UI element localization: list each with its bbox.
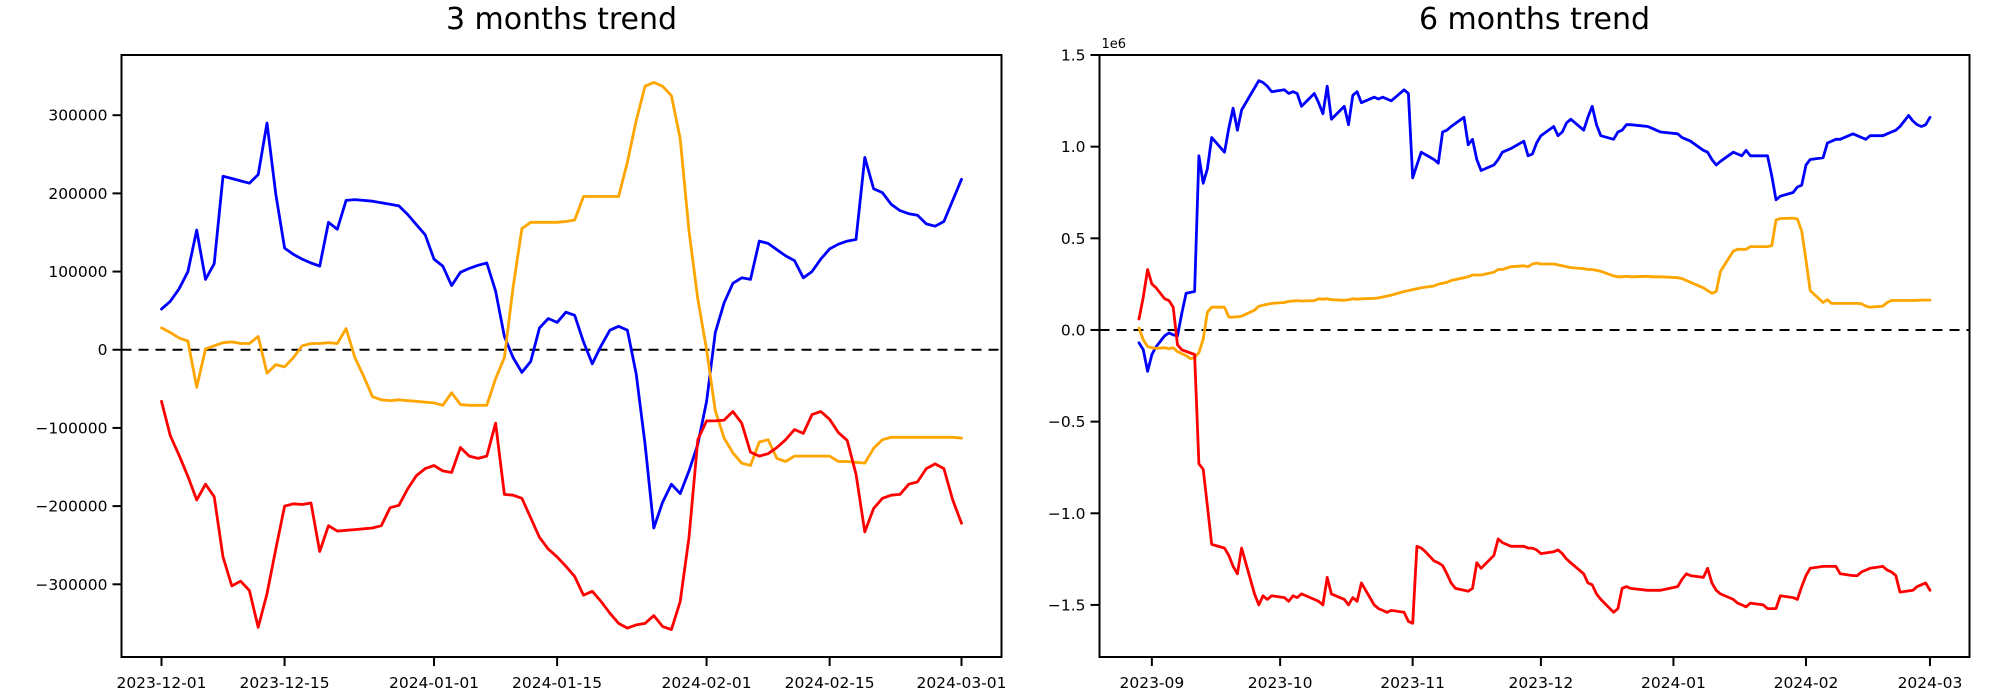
three-months-x-tick-label: 2024-02-01 xyxy=(662,674,752,692)
three-months-x-tick-label: 2024-03-01 xyxy=(916,674,1006,692)
six-months-y-tick-label: −1.5 xyxy=(1048,596,1086,614)
six-months-axis-offset-label: 1e6 xyxy=(1102,37,1127,52)
three-months-y-tick-label: 300000 xyxy=(48,107,107,125)
three-months-axes: 2023-12-01 2023-12-15 2024-01-01 2024-01-15… xyxy=(35,54,1007,692)
six-months-y-tick-label: −1.0 xyxy=(1048,505,1086,523)
six-months-x-tick-label: 2023-10 xyxy=(1248,674,1313,692)
three-months-x-tick-label: 2023-12-01 xyxy=(116,674,206,692)
three-months-orange-line xyxy=(160,81,963,467)
six-months-plot-border xyxy=(1098,54,1971,658)
three-months-blue-line xyxy=(160,121,963,530)
six-months-x-tick-label: 2024-02 xyxy=(1774,674,1839,692)
three-months-x-tick-label: 2023-12-15 xyxy=(240,674,330,692)
six-months-x-tick-label: 2023-11 xyxy=(1380,674,1445,692)
six-months-y-tick-label: 1.5 xyxy=(1061,47,1086,65)
six-months-y-tick-label: 0.5 xyxy=(1061,230,1086,248)
six-months-x-tick-label: 2023-09 xyxy=(1119,674,1184,692)
six-months-orange-line xyxy=(1137,216,1932,361)
six-months-red-line xyxy=(1137,268,1932,625)
three-months-x-tick-label: 2024-01-15 xyxy=(512,674,602,692)
six-months-blue-line xyxy=(1137,79,1932,373)
three-months-y-tick-label: −100000 xyxy=(35,419,107,437)
three-months-y-tick-label: 0 xyxy=(98,341,108,359)
three-months-y-tick-label: 100000 xyxy=(48,263,107,281)
six-months-x-tick-label: 2024-03 xyxy=(1898,674,1963,692)
six-months-axes: 2023-09 2023-10 2023-11 2023-12 2024-01 2024-… xyxy=(1048,37,1971,692)
left-chart-title: 3 months trend xyxy=(445,2,678,37)
three-months-y-tick-label: 200000 xyxy=(48,185,107,203)
right-chart-title: 6 months trend xyxy=(1418,2,1651,37)
six-months-y-tick-label: 1.0 xyxy=(1061,138,1086,156)
three-months-y-tick-label: −300000 xyxy=(35,576,107,594)
six-months-x-tick-label: 2023-12 xyxy=(1509,674,1574,692)
three-months-x-tick-label: 2024-01-01 xyxy=(389,674,479,692)
six-months-y-tick-label: −0.5 xyxy=(1048,413,1086,431)
three-months-y-tick-label: −200000 xyxy=(35,498,107,516)
three-months-x-tick-label: 2024-02-15 xyxy=(785,674,875,692)
six-months-y-tick-label: 0.0 xyxy=(1061,321,1086,339)
six-months-x-tick-label: 2024-01 xyxy=(1641,674,1706,692)
three-months-red-line xyxy=(160,399,963,631)
three-months-plot-border xyxy=(120,54,1003,658)
